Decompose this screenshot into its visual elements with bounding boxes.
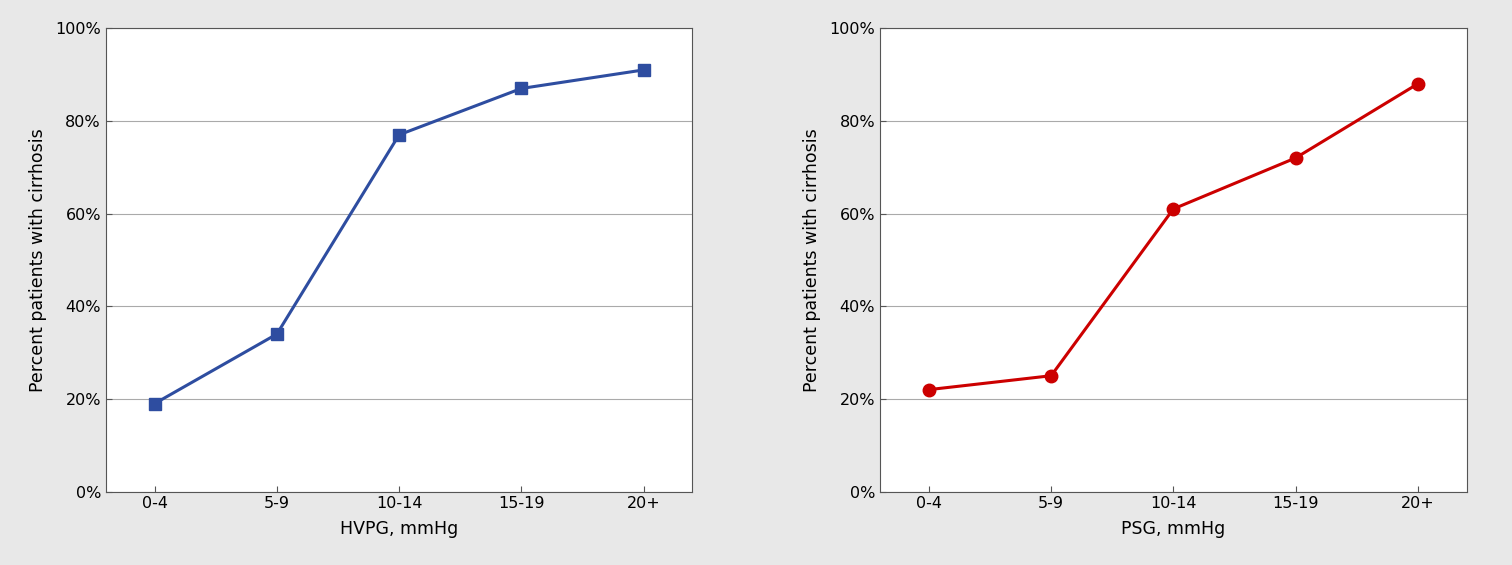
X-axis label: PSG, mmHg: PSG, mmHg [1122,520,1226,538]
X-axis label: HVPG, mmHg: HVPG, mmHg [340,520,458,538]
Y-axis label: Percent patients with cirrhosis: Percent patients with cirrhosis [29,128,47,392]
Y-axis label: Percent patients with cirrhosis: Percent patients with cirrhosis [803,128,821,392]
